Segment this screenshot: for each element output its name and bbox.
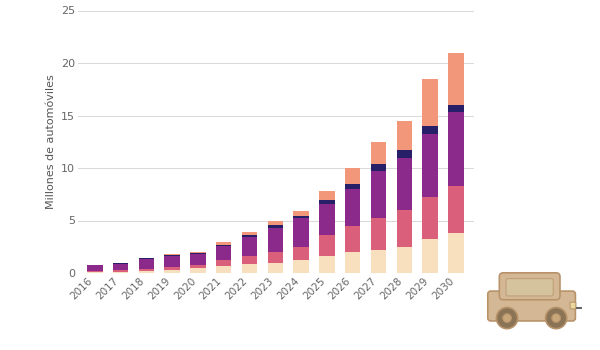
- Bar: [139, 259, 154, 269]
- Bar: [164, 254, 180, 255]
- Bar: [113, 272, 128, 273]
- Bar: [164, 255, 180, 256]
- Bar: [164, 256, 180, 267]
- Bar: [422, 79, 438, 126]
- Bar: [319, 256, 335, 273]
- Bar: [139, 269, 154, 271]
- Bar: [87, 265, 103, 272]
- Bar: [319, 191, 335, 200]
- Bar: [371, 171, 386, 218]
- Bar: [190, 265, 206, 268]
- Bar: [345, 226, 361, 252]
- Bar: [190, 268, 206, 273]
- FancyBboxPatch shape: [506, 279, 553, 296]
- Bar: [345, 189, 361, 226]
- Bar: [164, 267, 180, 270]
- FancyBboxPatch shape: [499, 273, 560, 300]
- Circle shape: [552, 314, 560, 322]
- Bar: [371, 142, 386, 164]
- Bar: [345, 184, 361, 189]
- Bar: [268, 262, 283, 273]
- Y-axis label: Millones de automóviles: Millones de automóviles: [46, 75, 56, 209]
- Bar: [422, 197, 438, 239]
- Bar: [319, 200, 335, 204]
- Bar: [268, 252, 283, 262]
- Bar: [242, 256, 257, 264]
- Bar: [113, 264, 128, 271]
- Bar: [242, 237, 257, 256]
- Bar: [293, 216, 309, 218]
- Bar: [87, 272, 103, 273]
- Bar: [164, 270, 180, 273]
- Bar: [422, 239, 438, 273]
- Bar: [216, 246, 232, 260]
- Bar: [268, 228, 283, 252]
- Bar: [113, 271, 128, 272]
- Bar: [397, 150, 412, 158]
- Bar: [216, 245, 232, 246]
- Bar: [242, 235, 257, 237]
- FancyBboxPatch shape: [488, 291, 575, 321]
- Bar: [397, 247, 412, 273]
- Bar: [448, 105, 464, 112]
- Bar: [319, 204, 335, 235]
- Circle shape: [496, 308, 518, 329]
- Bar: [113, 263, 128, 264]
- Bar: [190, 252, 206, 253]
- Bar: [190, 254, 206, 265]
- Bar: [422, 134, 438, 197]
- Bar: [293, 247, 309, 260]
- Bar: [422, 126, 438, 134]
- Bar: [448, 233, 464, 273]
- Circle shape: [545, 308, 567, 329]
- Bar: [293, 211, 309, 216]
- Bar: [345, 252, 361, 273]
- Bar: [242, 232, 257, 235]
- Bar: [216, 241, 232, 245]
- Circle shape: [503, 314, 511, 322]
- Bar: [371, 164, 386, 171]
- Bar: [139, 258, 154, 259]
- FancyBboxPatch shape: [570, 302, 576, 309]
- Bar: [448, 112, 464, 186]
- Bar: [345, 168, 361, 184]
- Bar: [397, 210, 412, 247]
- Bar: [319, 235, 335, 256]
- Bar: [293, 260, 309, 273]
- Bar: [448, 186, 464, 233]
- Bar: [139, 271, 154, 273]
- Bar: [216, 260, 232, 266]
- Bar: [448, 52, 464, 105]
- Bar: [216, 266, 232, 273]
- Bar: [268, 220, 283, 225]
- Bar: [190, 253, 206, 254]
- Bar: [242, 264, 257, 273]
- Bar: [293, 218, 309, 247]
- Bar: [113, 262, 128, 263]
- Bar: [268, 225, 283, 228]
- Bar: [371, 218, 386, 250]
- Bar: [371, 250, 386, 273]
- Bar: [397, 158, 412, 210]
- Bar: [397, 121, 412, 150]
